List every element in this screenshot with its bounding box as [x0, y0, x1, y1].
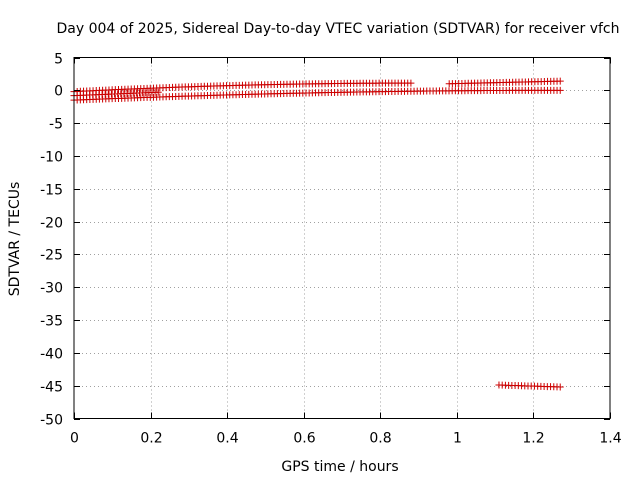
series-track-1	[70, 79, 415, 96]
series-track-2	[70, 86, 564, 104]
data-marks	[70, 77, 564, 391]
x-tick-label: 0.2	[140, 431, 162, 447]
y-tick-label: -40	[40, 347, 63, 363]
y-tick-label: -15	[40, 183, 63, 199]
y-axis-label: SDTVAR / TECUs	[7, 182, 23, 297]
chart-title: Day 004 of 2025, Sidereal Day-to-day VTE…	[56, 21, 619, 37]
series-track-5	[495, 381, 564, 391]
y-tick-label: -45	[40, 380, 63, 396]
grid-lines	[74, 57, 610, 419]
data-point	[556, 77, 564, 85]
plot-frame	[73, 57, 611, 419]
x-tick-label: 0	[70, 431, 79, 447]
y-tick-label: -50	[40, 413, 63, 429]
x-tick-label: 1.4	[599, 431, 621, 447]
data-point	[556, 383, 564, 391]
data-point	[154, 88, 162, 96]
x-tick-label: 1	[453, 431, 462, 447]
x-tick-label: 0.4	[216, 431, 238, 447]
axis-ticks	[74, 57, 611, 420]
series-track-4	[445, 77, 564, 88]
series-track-3	[70, 88, 162, 100]
y-tick-label: -10	[40, 150, 63, 166]
x-tick-label: 0.8	[369, 431, 391, 447]
tick-labels: 5 0 -5 -10 -15 -20 -25 -30 -35 -40 -45 -50 0 0.2 0.4 0.…	[40, 52, 622, 447]
x-axis-label: GPS time / hours	[281, 459, 398, 475]
y-tick-label: 0	[54, 84, 63, 100]
y-tick-label: -20	[40, 216, 63, 232]
data-point	[407, 79, 415, 87]
y-tick-label: 5	[54, 52, 63, 68]
y-tick-label: -5	[49, 117, 63, 133]
y-tick-label: -30	[40, 281, 63, 297]
x-tick-label: 1.2	[522, 431, 544, 447]
y-tick-label: -35	[40, 314, 63, 330]
y-tick-label: -25	[40, 248, 63, 264]
data-point	[556, 86, 564, 94]
x-tick-label: 0.6	[293, 431, 315, 447]
